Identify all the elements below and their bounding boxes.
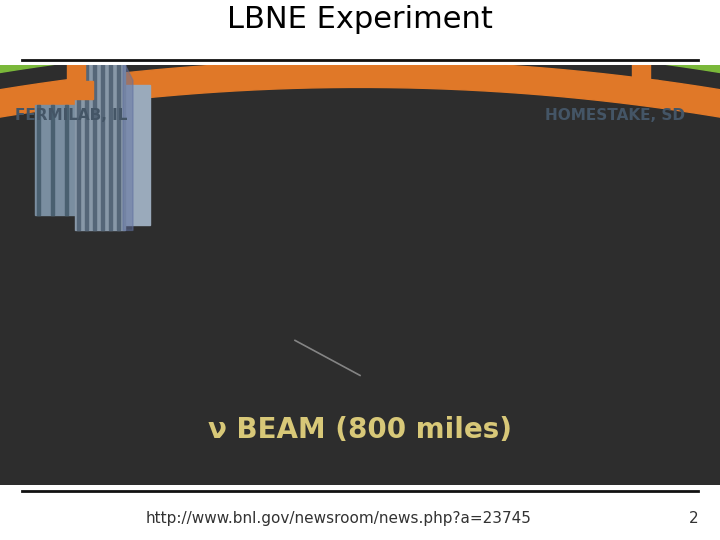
Polygon shape bbox=[75, 60, 125, 231]
Text: LBNE Experiment: LBNE Experiment bbox=[227, 5, 493, 34]
Polygon shape bbox=[110, 85, 150, 225]
Polygon shape bbox=[678, 0, 700, 43]
Polygon shape bbox=[570, 0, 605, 43]
Bar bbox=[624, 80, 658, 98]
Text: HOMESTAKE, SD: HOMESTAKE, SD bbox=[545, 109, 685, 124]
Ellipse shape bbox=[430, 16, 500, 53]
Bar bbox=[220, 52, 242, 75]
Bar bbox=[545, 28, 573, 56]
Bar bbox=[37, 105, 40, 215]
Bar bbox=[85, 60, 88, 231]
Bar bbox=[59, 80, 93, 99]
Text: ν BEAM (800 miles): ν BEAM (800 miles) bbox=[208, 416, 512, 444]
Bar bbox=[77, 60, 80, 231]
Polygon shape bbox=[35, 105, 80, 215]
Text: 2: 2 bbox=[689, 511, 698, 526]
Ellipse shape bbox=[475, 17, 535, 49]
Bar bbox=[155, 29, 183, 57]
Polygon shape bbox=[0, 65, 400, 235]
Polygon shape bbox=[123, 60, 133, 231]
Bar bbox=[51, 105, 54, 215]
Polygon shape bbox=[0, 21, 720, 540]
Bar bbox=[608, 16, 663, 28]
Text: FERMILAB, IL: FERMILAB, IL bbox=[15, 109, 127, 124]
Bar bbox=[608, 0, 663, 3]
Polygon shape bbox=[0, 60, 720, 540]
Polygon shape bbox=[350, 65, 720, 205]
Polygon shape bbox=[600, 0, 685, 43]
Polygon shape bbox=[0, 65, 350, 105]
Bar bbox=[93, 60, 96, 231]
Polygon shape bbox=[0, 43, 720, 540]
Bar bbox=[632, 53, 650, 86]
Ellipse shape bbox=[375, 9, 455, 54]
Bar bbox=[67, 53, 85, 87]
Text: http://www.bnl.gov/newsroom/news.php?a=23745: http://www.bnl.gov/newsroom/news.php?a=2… bbox=[145, 511, 531, 526]
Bar bbox=[117, 60, 120, 231]
Bar bbox=[101, 60, 104, 231]
Bar bbox=[65, 105, 68, 215]
Bar bbox=[109, 60, 112, 231]
